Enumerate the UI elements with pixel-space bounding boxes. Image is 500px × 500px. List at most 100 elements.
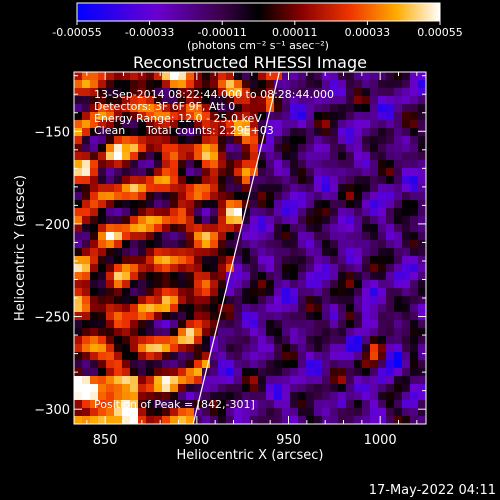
heatmap-cell (210, 168, 219, 177)
heatmap-cell (290, 320, 299, 329)
heatmap-cell (138, 280, 147, 289)
heatmap-cell (322, 160, 331, 169)
heatmap-cell (106, 344, 115, 353)
heatmap-cell (330, 312, 339, 321)
heatmap-cell (362, 320, 371, 329)
heatmap-cell (314, 352, 323, 361)
heatmap-cell (386, 408, 395, 417)
heatmap-cell (386, 320, 395, 329)
heatmap-cell (146, 184, 155, 193)
heatmap-cell (194, 144, 203, 153)
heatmap-cell (418, 408, 426, 417)
heatmap-cell (346, 248, 355, 257)
heatmap-cell (186, 344, 195, 353)
heatmap-cell (402, 136, 411, 145)
heatmap-cell (282, 344, 291, 353)
heatmap-cell (210, 328, 219, 337)
heatmap-cell (218, 272, 227, 281)
heatmap-cell (394, 168, 403, 177)
heatmap-cell (378, 224, 387, 233)
heatmap-cell (98, 168, 107, 177)
heatmap-cell (402, 256, 411, 265)
heatmap-cell (250, 376, 259, 385)
heatmap-cell (394, 96, 403, 105)
heatmap-cell (90, 400, 99, 409)
heatmap-cell (402, 328, 411, 337)
heatmap-cell (170, 288, 179, 297)
heatmap-cell (74, 144, 83, 153)
heatmap-cell (394, 160, 403, 169)
heatmap-cell (314, 296, 323, 305)
heatmap-cell (346, 192, 355, 201)
heatmap-cell (394, 136, 403, 145)
heatmap-cell (106, 192, 115, 201)
heatmap-cell (410, 208, 419, 217)
heatmap-cell (226, 416, 235, 424)
heatmap-cell (162, 288, 171, 297)
heatmap-cell (378, 80, 387, 89)
heatmap-cell (330, 72, 339, 81)
heatmap-cell (354, 192, 363, 201)
heatmap-cell (370, 112, 379, 121)
heatmap-cell (226, 152, 235, 161)
heatmap-cell (250, 104, 259, 113)
heatmap-cell (370, 216, 379, 225)
heatmap-cell (322, 328, 331, 337)
heatmap-cell (402, 232, 411, 241)
heatmap-cell (106, 368, 115, 377)
heatmap-cell (402, 352, 411, 361)
heatmap-cell (290, 392, 299, 401)
heatmap-cell (354, 248, 363, 257)
heatmap-cell (218, 280, 227, 289)
heatmap-cell (418, 248, 426, 257)
heatmap-cell (418, 392, 426, 401)
heatmap-cell (162, 328, 171, 337)
colorbar-tick-label: 0.00055 (417, 26, 463, 39)
heatmap-cell (418, 128, 426, 137)
heatmap-cell (98, 264, 107, 273)
colorbar-tick-label: -0.00033 (125, 26, 174, 39)
heatmap-cell (338, 216, 347, 225)
heatmap-cell (162, 232, 171, 241)
heatmap-cell (106, 128, 115, 137)
heatmap-cell (410, 192, 419, 201)
heatmap-cell (250, 136, 259, 145)
heatmap-cell (74, 328, 83, 337)
heatmap-cell (218, 208, 227, 217)
heatmap-cell (282, 168, 291, 177)
heatmap-cell (378, 400, 387, 409)
heatmap-cell (114, 216, 123, 225)
heatmap-cell (90, 360, 99, 369)
heatmap-cell (410, 128, 419, 137)
heatmap-cell (82, 88, 91, 97)
heatmap-cell (82, 216, 91, 225)
heatmap-cell (90, 384, 99, 393)
heatmap-cell (186, 88, 195, 97)
heatmap-cell (122, 368, 131, 377)
heatmap-cell (154, 312, 163, 321)
heatmap-cell (282, 184, 291, 193)
heatmap-cell (378, 328, 387, 337)
heatmap-cell (146, 384, 155, 393)
heatmap-cell (130, 176, 139, 185)
heatmap-cell (298, 368, 307, 377)
heatmap-cell (330, 184, 339, 193)
heatmap-cell (402, 296, 411, 305)
heatmap-cell (154, 392, 163, 401)
heatmap-cell (202, 136, 211, 145)
heatmap-cell (234, 368, 243, 377)
heatmap-cell (154, 128, 163, 137)
heatmap-cell (338, 144, 347, 153)
heatmap-cell (410, 368, 419, 377)
heatmap-cell (338, 96, 347, 105)
heatmap-cell (338, 376, 347, 385)
heatmap-cells (74, 72, 426, 424)
heatmap-cell (178, 264, 187, 273)
heatmap-cell (290, 152, 299, 161)
heatmap-cell (258, 288, 267, 297)
heatmap-cell (218, 320, 227, 329)
heatmap-cell (410, 224, 419, 233)
heatmap-cell (266, 120, 275, 129)
heatmap-cell (314, 160, 323, 169)
heatmap-cell (202, 232, 211, 241)
